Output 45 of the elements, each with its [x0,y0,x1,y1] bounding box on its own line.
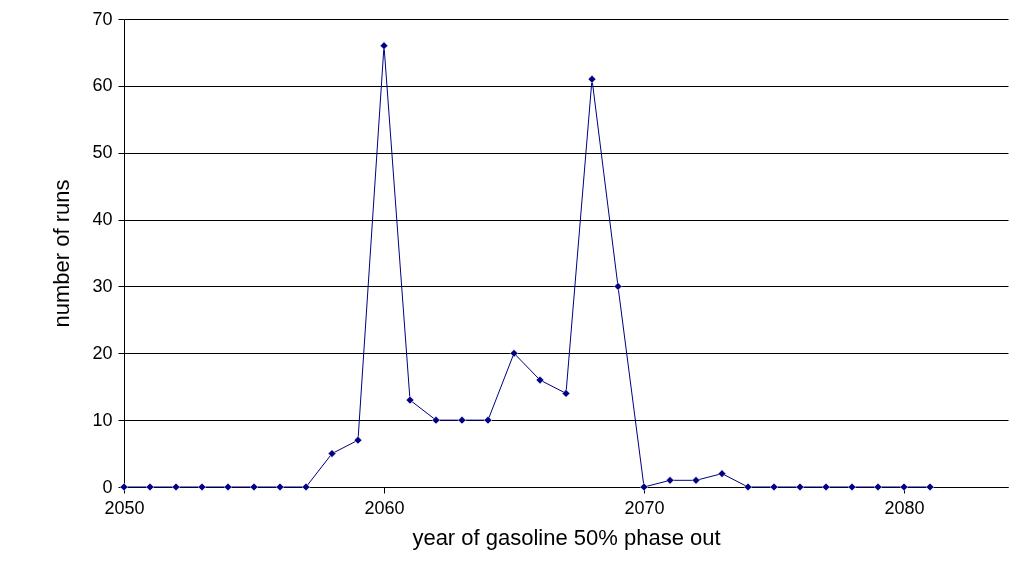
y-tick-label: 0 [102,476,113,497]
x-tick-label: 2070 [624,497,665,518]
point [639,482,649,492]
y-tick-label: 10 [92,409,113,430]
y-tick-label: 20 [92,342,113,363]
y-tick-label: 60 [92,75,113,96]
point [873,482,883,492]
point [691,476,701,485]
x-axis-title: year of gasoline 50% phase out [412,524,721,550]
point [405,395,415,405]
point [587,75,597,84]
point [483,416,493,425]
point [613,282,623,291]
y-tick-label: 70 [92,8,113,29]
point [769,482,779,492]
y-axis-title: number of runs [49,179,75,328]
x-tick-label: 2080 [884,497,925,518]
point [197,482,207,492]
point [301,482,311,492]
point [171,482,181,492]
x-tick-label: 2060 [364,497,405,518]
point [509,349,519,358]
y-tick-label: 50 [92,142,113,163]
point [795,482,805,492]
x-tick-label: 2050 [104,497,145,518]
point [665,476,675,485]
point [249,482,259,492]
point [821,482,831,492]
y-tick-label: 40 [92,209,113,230]
point [327,449,337,458]
point [925,482,935,492]
point [717,469,727,478]
point [275,482,285,492]
point [145,482,155,492]
point [535,375,545,385]
point [379,41,389,50]
point [561,389,571,398]
point [899,482,909,492]
point [431,416,441,425]
y-tick-label: 30 [92,275,113,296]
point [353,436,363,445]
point [457,416,467,425]
point [847,482,857,492]
point [743,482,753,492]
point [223,482,233,492]
